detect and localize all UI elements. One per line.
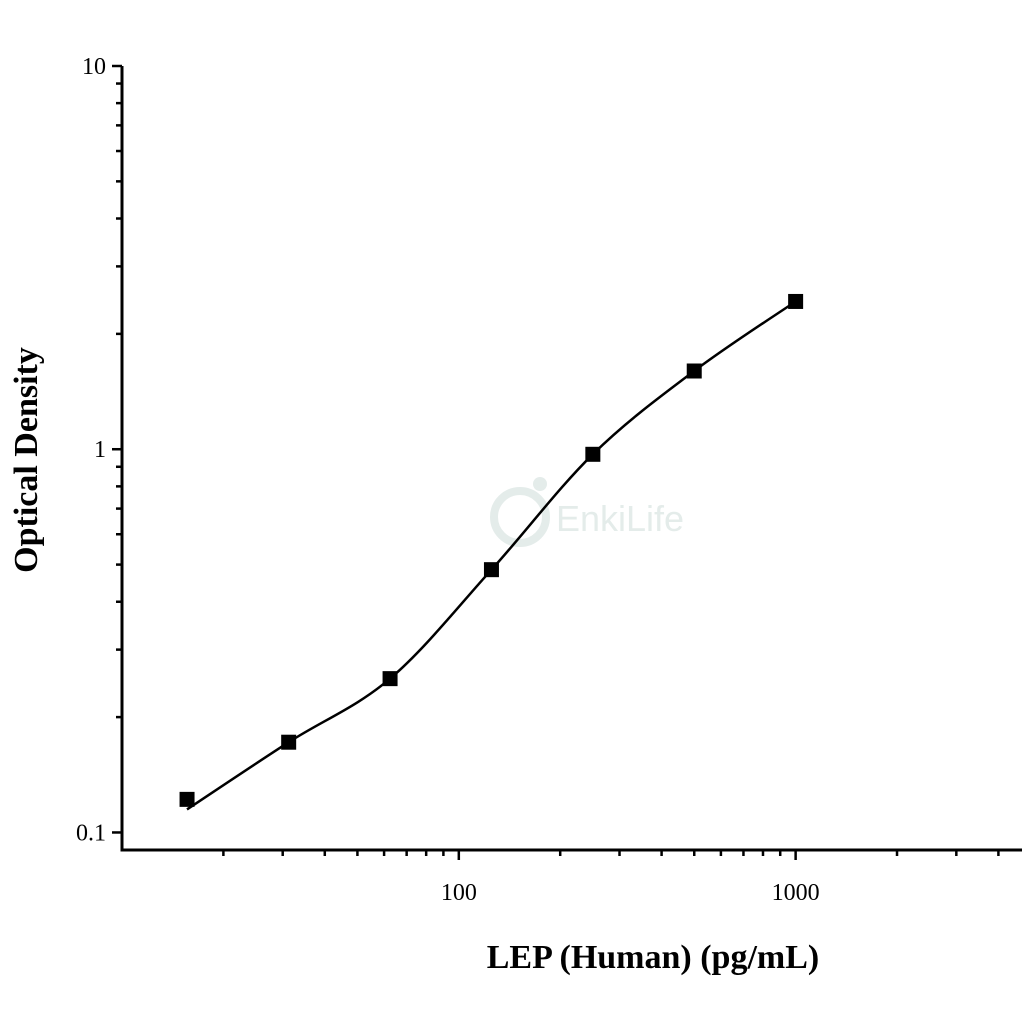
y-tick-label: 1: [94, 437, 106, 463]
x-axis-title: LEP (Human) (pg/mL): [487, 939, 819, 976]
y-axis-title: Optical Density: [8, 347, 45, 573]
x-tick-label: 1000: [772, 880, 820, 906]
data-point: [788, 293, 804, 309]
enkilife-logo-icon: [490, 477, 550, 547]
watermark-text: EnkiLife: [556, 498, 684, 539]
data-point: [585, 446, 601, 462]
y-tick-label: 10: [82, 54, 106, 80]
data-point: [686, 363, 702, 379]
watermark: EnkiLife: [490, 477, 684, 547]
x-tick-label: 100: [441, 880, 477, 906]
fit-curve: [186, 300, 797, 811]
data-point: [281, 734, 297, 750]
data-point: [382, 671, 398, 687]
data-point: [483, 562, 499, 578]
y-tick-label: 0.1: [76, 820, 106, 846]
axes-frame: [120, 66, 1022, 852]
data-point: [179, 791, 195, 807]
